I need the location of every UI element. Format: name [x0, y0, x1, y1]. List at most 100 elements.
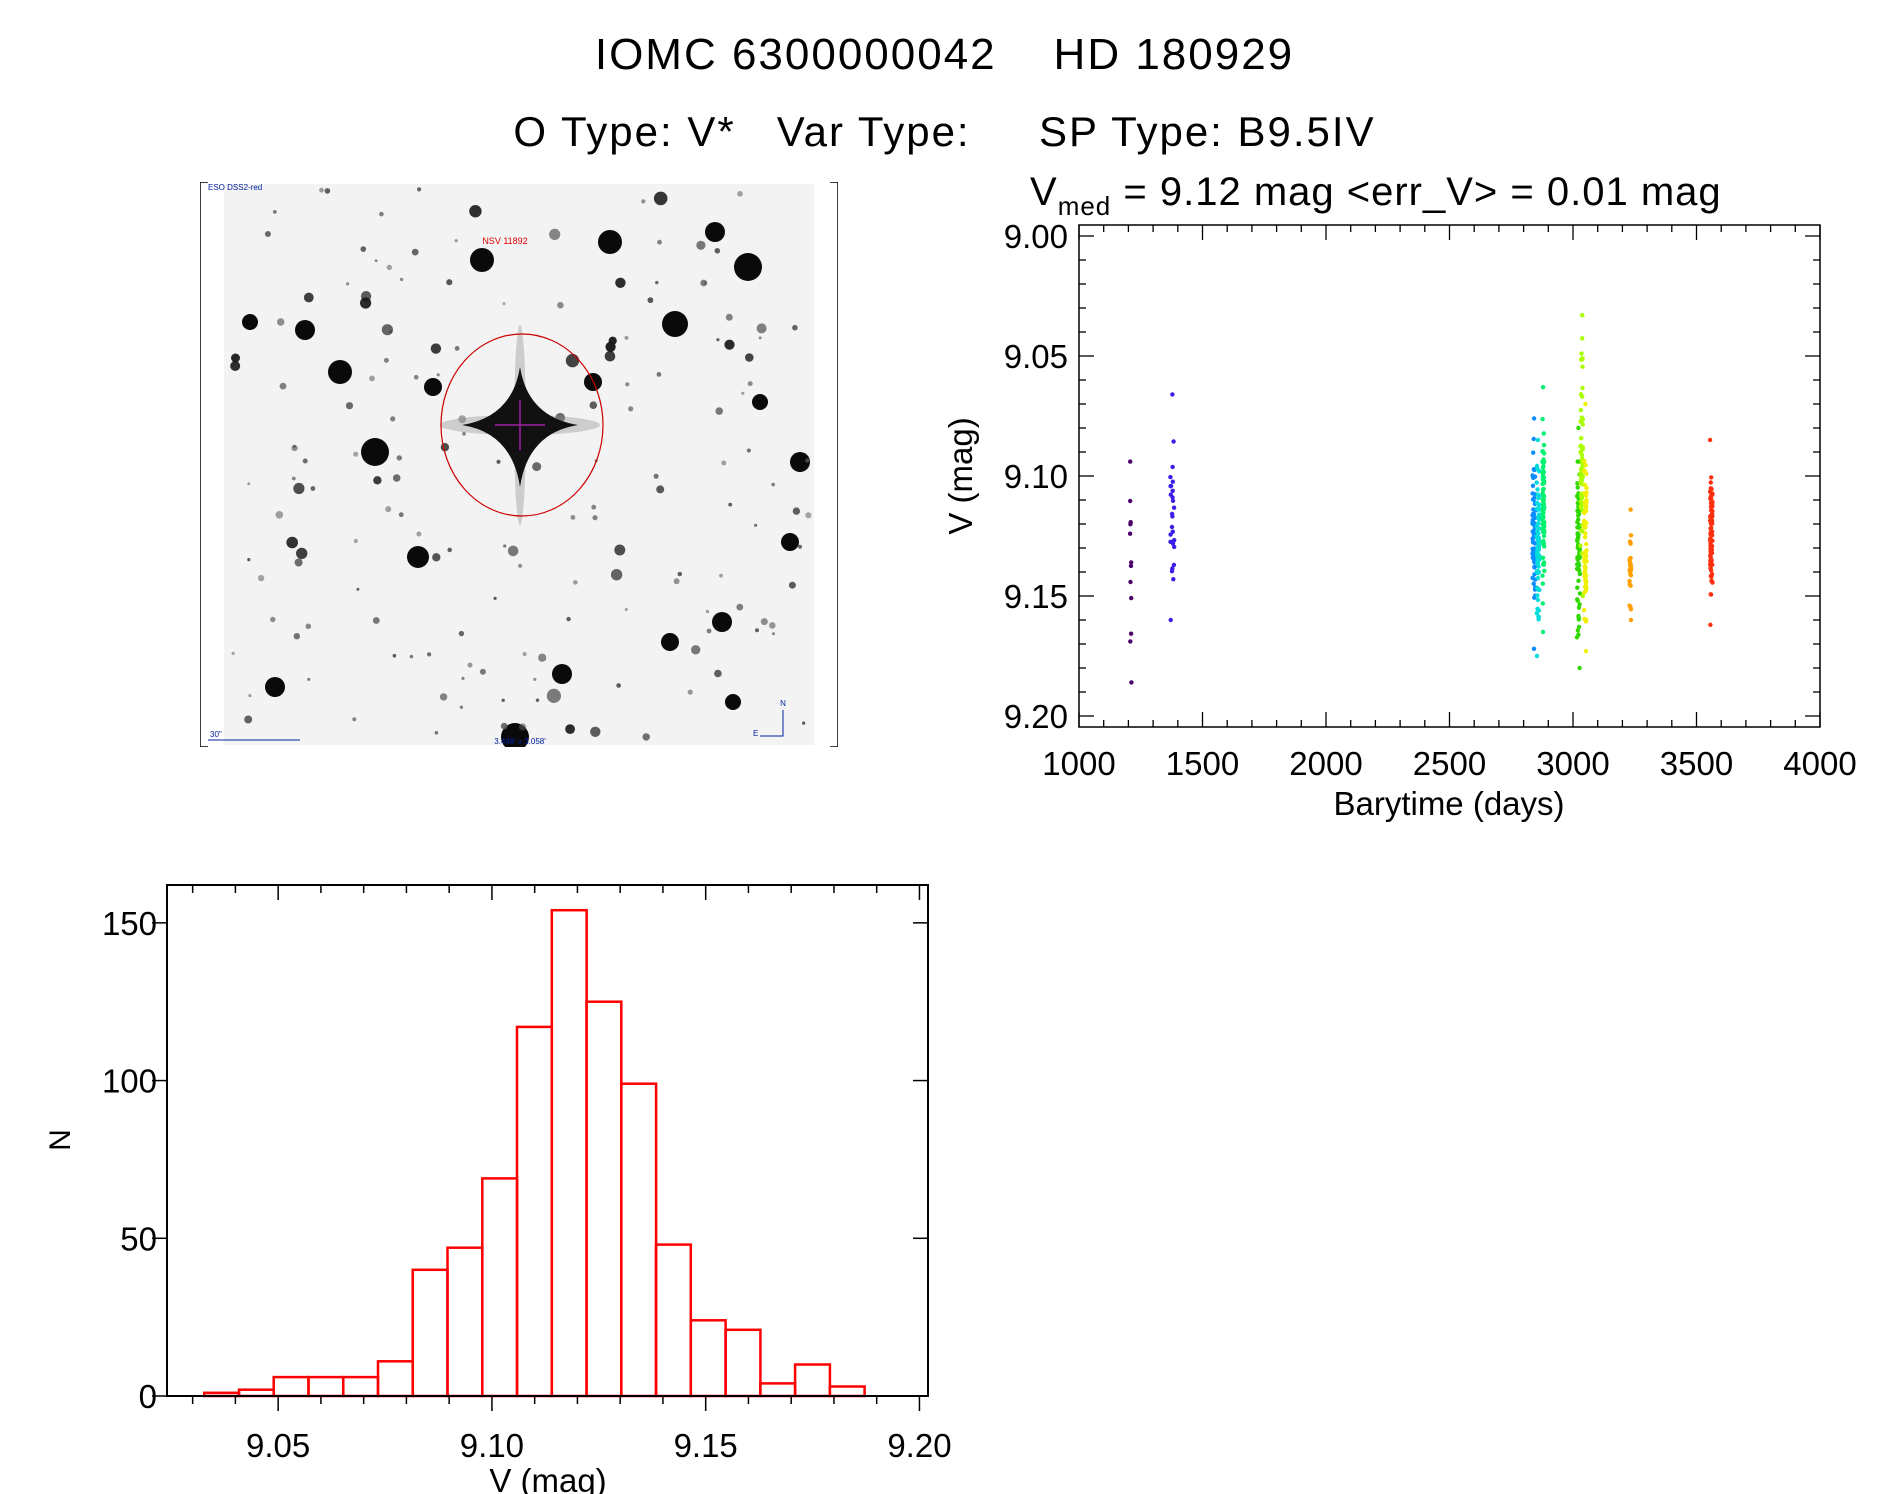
- data-point: [1575, 509, 1581, 515]
- star: [705, 222, 725, 242]
- star: [353, 451, 359, 457]
- data-point: [1540, 601, 1546, 606]
- data-point: [1580, 417, 1586, 422]
- data-point: [1579, 528, 1584, 533]
- data-point: [1575, 585, 1580, 590]
- star: [557, 301, 564, 309]
- star: [760, 618, 768, 626]
- data-point: [1534, 500, 1540, 506]
- data-point: [1541, 533, 1547, 539]
- star: [673, 578, 680, 585]
- star: [715, 407, 723, 415]
- data-point: [1536, 547, 1542, 552]
- star: [432, 553, 441, 562]
- data-point: [1536, 540, 1541, 545]
- star: [565, 724, 575, 734]
- field-size-label: 3.448' x 3.058': [494, 737, 546, 746]
- data-point: [1709, 568, 1714, 573]
- y-tick-label: 9.00: [1004, 218, 1068, 255]
- data-point: [1582, 521, 1587, 526]
- star: [647, 297, 654, 304]
- star: [724, 339, 735, 350]
- y-tick-label: 9.10: [1004, 458, 1068, 495]
- data-point: [1171, 439, 1176, 444]
- star: [802, 721, 806, 725]
- data-point: [1531, 507, 1536, 512]
- data-point: [1168, 474, 1173, 480]
- x-axis-label: Barytime (days): [1333, 785, 1564, 822]
- data-point: [1128, 631, 1134, 636]
- star: [662, 311, 688, 337]
- data-point: [1709, 500, 1714, 505]
- data-point: [1169, 524, 1175, 530]
- star: [407, 546, 429, 568]
- star: [458, 415, 467, 423]
- data-point: [1532, 595, 1537, 600]
- data-point: [1541, 538, 1546, 544]
- data-point: [1534, 611, 1540, 616]
- star: [265, 677, 285, 697]
- star: [361, 438, 389, 466]
- data-point: [1574, 566, 1580, 571]
- star: [374, 259, 378, 263]
- data-point: [1534, 653, 1540, 659]
- star: [360, 291, 372, 302]
- x-tick-label: 1500: [1166, 745, 1239, 782]
- star: [392, 474, 401, 482]
- y-tick-label: 9.15: [1004, 578, 1068, 615]
- data-point: [1170, 541, 1176, 546]
- data-point: [1170, 464, 1175, 470]
- data-point: [1575, 597, 1580, 602]
- star: [413, 374, 419, 380]
- star: [552, 664, 572, 684]
- star: [270, 616, 276, 623]
- data-point: [1536, 564, 1541, 569]
- star: [507, 545, 519, 557]
- star: [714, 248, 721, 254]
- data-point: [1575, 525, 1580, 530]
- star: [590, 726, 601, 737]
- star: [277, 318, 285, 326]
- star: [604, 350, 616, 362]
- data-point: [1579, 481, 1584, 486]
- star: [653, 473, 659, 479]
- data-point: [1540, 385, 1546, 390]
- data-point: [1580, 394, 1585, 399]
- data-point: [1127, 531, 1133, 536]
- star: [535, 698, 540, 702]
- title-rest: = 9.12 mag <err_V> = 0.01 mag: [1111, 170, 1722, 214]
- star: [479, 668, 486, 675]
- star: [519, 723, 527, 731]
- data-point: [1576, 425, 1581, 431]
- data-point: [1708, 551, 1714, 556]
- x-tick-label: 1000: [1042, 745, 1115, 782]
- data-point: [1582, 590, 1587, 595]
- data-point: [1575, 534, 1581, 539]
- data-point: [1575, 555, 1580, 560]
- star: [257, 574, 265, 582]
- data-point: [1708, 514, 1714, 519]
- star: [302, 458, 308, 464]
- data-point: [1708, 543, 1714, 548]
- star: [458, 630, 465, 637]
- star: [691, 645, 701, 655]
- data-point: [1583, 531, 1588, 536]
- star: [324, 188, 331, 194]
- data-point: [1530, 483, 1536, 488]
- star: [628, 406, 634, 412]
- data-point: [1540, 518, 1545, 523]
- data-point: [1628, 541, 1633, 546]
- data-point: [1537, 587, 1542, 593]
- data-point: [1128, 459, 1133, 464]
- star: [286, 536, 298, 549]
- star: [725, 694, 741, 710]
- target-crosshair: [495, 400, 545, 450]
- data-point: [1536, 617, 1541, 622]
- object-title: IOMC 6300000042 HD 180929: [594, 30, 1295, 79]
- star: [591, 504, 597, 510]
- data-point: [1579, 436, 1584, 441]
- star: [719, 573, 723, 578]
- data-point: [1537, 469, 1542, 474]
- data-point: [1541, 442, 1547, 448]
- data-point: [1530, 497, 1536, 502]
